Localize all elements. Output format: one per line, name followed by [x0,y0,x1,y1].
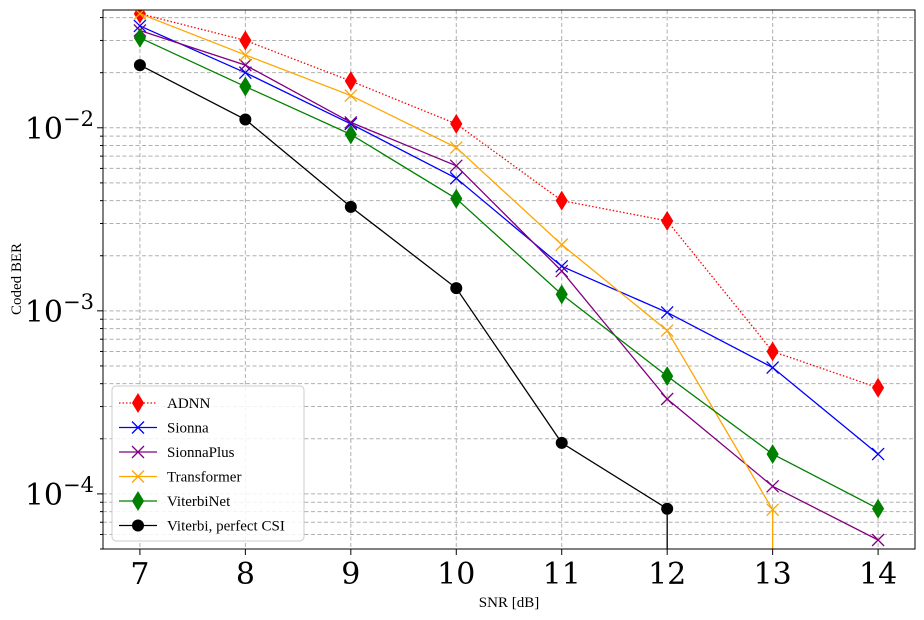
data-point-marker [660,305,674,319]
legend-item: Viterbi, perfect CSI [119,519,285,535]
data-point-marker [766,503,780,517]
legend-label: Transformer [167,470,241,486]
data-point-marker [344,200,357,213]
y-tick-label: 10−4 [25,473,94,513]
axis-ticks: 7 8 9 10 11 12 13 14 10−4 10−3 10−2 [25,17,897,592]
data-point-marker [661,366,674,387]
x-tick-label: 7 [130,557,149,592]
data-point-marker [872,377,885,398]
data-point-marker [238,48,252,62]
data-point-marker [344,124,357,145]
data-point-marker [555,284,568,305]
data-point-marker [555,436,568,449]
data-point-marker [133,19,147,33]
data-point-marker [450,113,463,134]
series-sionna [133,19,885,461]
x-tick-label: 9 [341,557,360,592]
data-point-marker [661,502,674,515]
data-point-marker [661,210,674,231]
data-point-marker [871,447,885,461]
x-axis-label: SNR [dB] [479,595,539,611]
legend-box [111,385,305,542]
legend-label: ViterbiNet [167,494,231,510]
plot-series [133,10,885,549]
series-line [139,13,774,549]
data-point-marker [239,30,252,51]
series-line [139,37,879,510]
y-tick-label: 10−2 [25,107,94,147]
data-point-marker [131,393,145,413]
series-viterbinet [133,27,885,519]
x-tick-label: 8 [236,557,255,592]
data-point-marker [131,491,145,511]
grid [103,10,915,550]
data-point-marker [660,392,674,406]
legend-item: Sionna [119,421,209,437]
x-tick-label: 11 [543,557,581,592]
data-point-marker [344,115,358,129]
x-tick-label: 12 [648,557,686,592]
data-point-marker [132,519,144,532]
data-point-marker [449,159,463,173]
x-tick-label: 13 [754,557,792,592]
data-point-marker [449,141,463,154]
data-point-marker [450,282,463,295]
legend-label: ADNN [167,396,210,412]
legend-item: Transformer [119,470,241,486]
data-point-marker [131,470,145,483]
legend-item: ADNN [119,393,210,413]
data-point-marker [133,59,146,72]
series-line [139,25,879,455]
data-point-marker [766,361,780,375]
data-point-marker [239,76,252,97]
legend-item: SionnaPlus [119,445,235,461]
data-point-marker [133,10,147,21]
data-point-marker [239,113,252,126]
data-point-marker [133,27,146,48]
data-point-marker [450,188,463,209]
legend-label: Sionna [167,421,209,437]
plot-frame [102,9,916,550]
legend-label: SionnaPlus [167,445,235,461]
series-adnn [133,10,885,398]
y-tick-label: 10−3 [25,290,94,330]
data-point-marker [344,89,358,103]
data-point-marker [766,341,779,362]
series-viterbi-perfect-csi [133,59,674,549]
legend: ADNN Sionna SionnaPlus Transformer ViterbiNe… [111,385,305,542]
legend-label: Viterbi, perfect CSI [167,519,285,535]
x-tick-label: 14 [859,557,897,592]
y-axis-label: Coded BER [9,243,25,315]
data-point-marker [344,71,357,92]
data-point-marker [131,445,145,459]
data-point-marker [766,479,780,493]
x-tick-label: 10 [437,557,475,592]
data-point-marker [555,264,569,278]
data-point-marker [131,421,145,434]
series-line [139,29,879,541]
series-transformer [133,10,780,549]
data-point-marker [555,190,568,211]
data-point-marker [766,444,779,465]
legend-item: ViterbiNet [119,491,231,511]
data-point-marker [660,324,674,338]
data-point-marker [555,259,569,273]
data-point-marker [871,533,885,547]
data-point-marker [872,498,885,519]
data-point-marker [449,171,463,185]
data-point-marker [555,238,569,252]
data-point-marker [238,58,252,72]
